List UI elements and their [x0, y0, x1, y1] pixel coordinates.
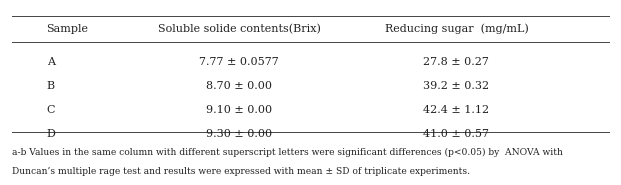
Text: 39.2 ± 0.32: 39.2 ± 0.32: [424, 81, 489, 91]
Text: a-b Values in the same column with different superscript letters were significan: a-b Values in the same column with diffe…: [12, 148, 563, 157]
Text: 41.0 ± 0.57: 41.0 ± 0.57: [424, 129, 489, 139]
Text: 9.10 ± 0.00: 9.10 ± 0.00: [206, 105, 272, 115]
Text: Duncan’s multiple rage test and results were expressed with mean ± SD of triplic: Duncan’s multiple rage test and results …: [12, 167, 471, 176]
Text: B: B: [47, 81, 55, 91]
Text: Soluble solide contents(Brix): Soluble solide contents(Brix): [158, 23, 320, 34]
Text: Reducing sugar  (mg/mL): Reducing sugar (mg/mL): [384, 23, 528, 34]
Text: 7.77 ± 0.0577: 7.77 ± 0.0577: [199, 57, 279, 67]
Text: A: A: [47, 57, 55, 67]
Text: C: C: [47, 105, 55, 115]
Text: Sample: Sample: [47, 24, 89, 34]
Text: D: D: [47, 129, 55, 139]
Text: 8.70 ± 0.00: 8.70 ± 0.00: [206, 81, 272, 91]
Text: 42.4 ± 1.12: 42.4 ± 1.12: [424, 105, 489, 115]
Text: 9.30 ± 0.00: 9.30 ± 0.00: [206, 129, 272, 139]
Text: 27.8 ± 0.27: 27.8 ± 0.27: [424, 57, 489, 67]
